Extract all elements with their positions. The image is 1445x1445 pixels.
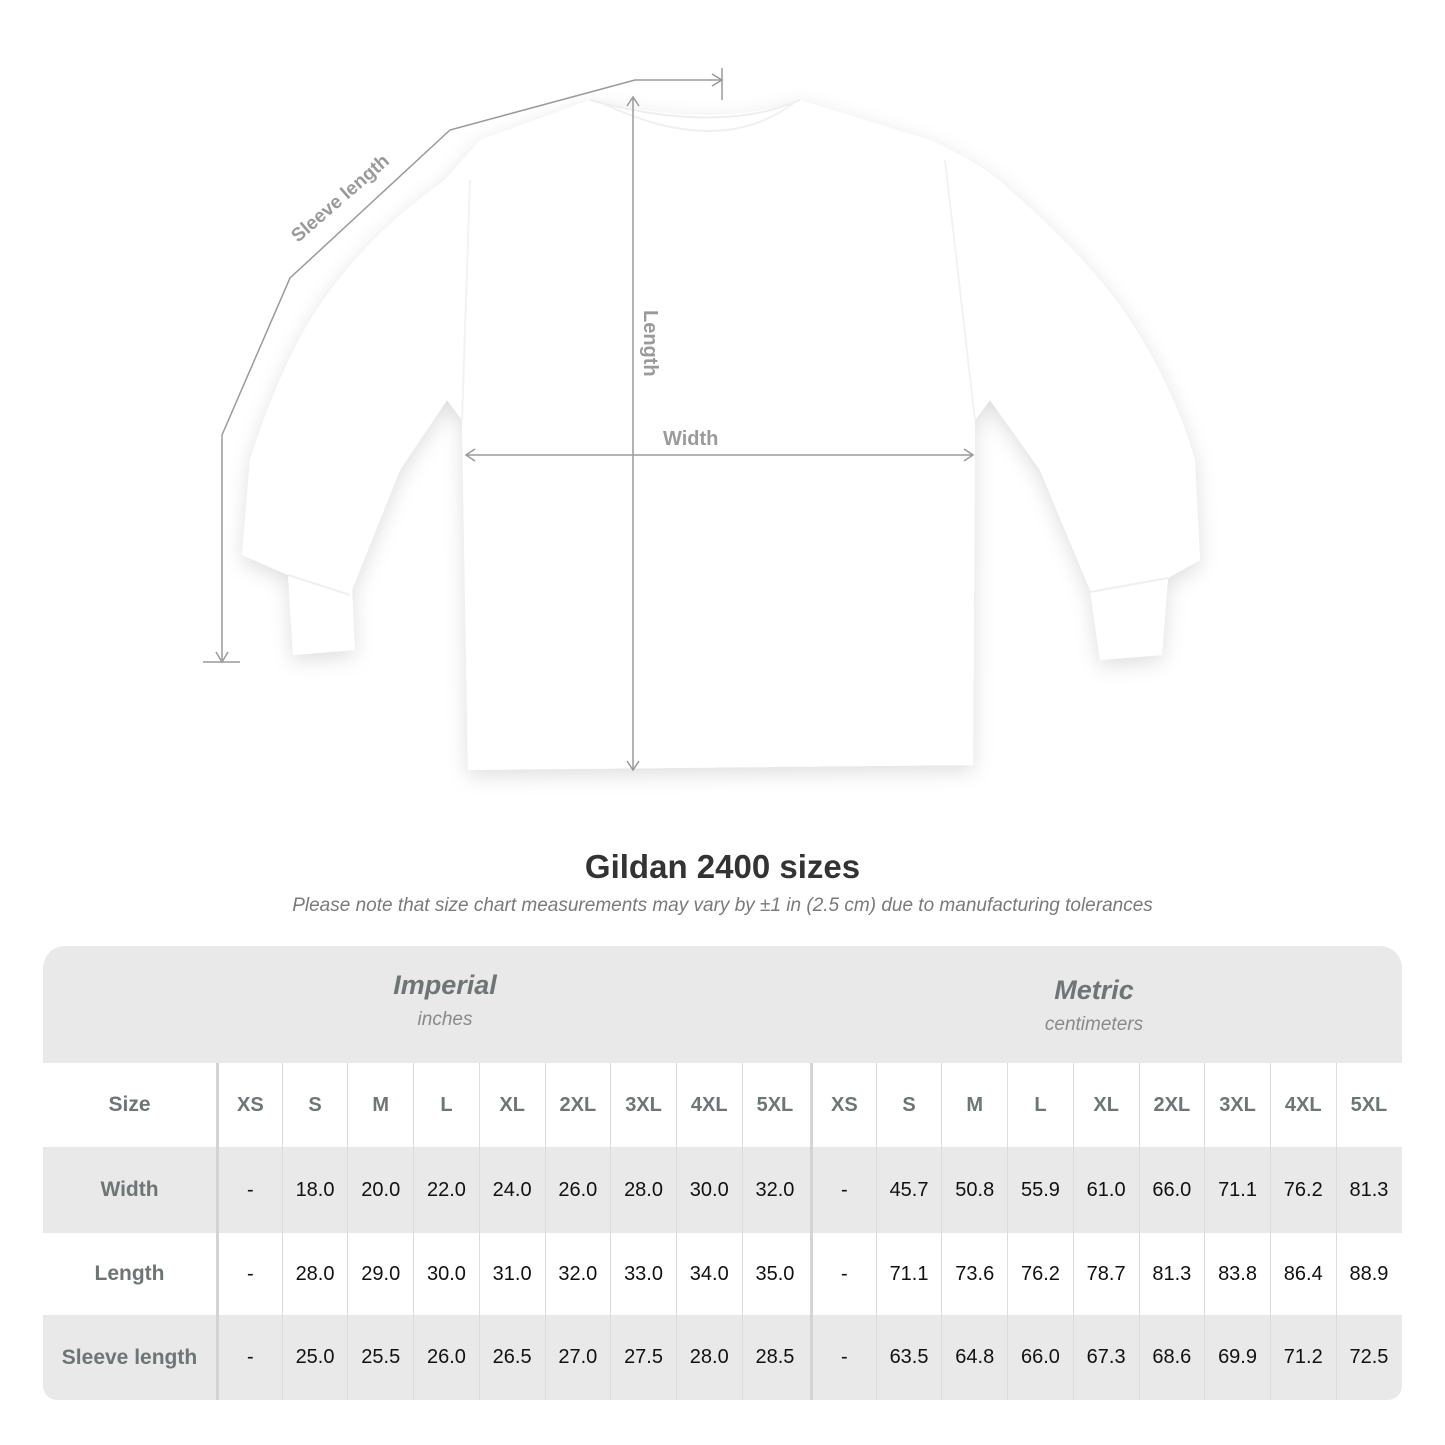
imperial-value-cell: 29.0 bbox=[347, 1233, 413, 1315]
metric-value-cell: 69.9 bbox=[1204, 1315, 1270, 1400]
table-header-band bbox=[43, 946, 1402, 1063]
imperial-size-header: 3XL bbox=[610, 1063, 676, 1147]
width-measure-arrow bbox=[464, 448, 975, 462]
imperial-value-cell: 28.0 bbox=[610, 1147, 676, 1233]
imperial-header: Imperial inches bbox=[245, 970, 645, 1031]
metric-value-cell: 63.5 bbox=[875, 1315, 942, 1400]
metric-value-cell: 64.8 bbox=[941, 1315, 1007, 1400]
metric-value-cell: 81.3 bbox=[1335, 1147, 1402, 1233]
imperial-value-cell: 26.0 bbox=[413, 1315, 479, 1400]
metric-value-cell: - bbox=[810, 1315, 876, 1400]
metric-value-cell: - bbox=[810, 1233, 876, 1315]
row-label: Length bbox=[94, 1262, 165, 1285]
metric-value-cell: 61.0 bbox=[1072, 1147, 1139, 1233]
metric-size-header: 4XL bbox=[1269, 1063, 1336, 1147]
metric-value-cell: 55.9 bbox=[1007, 1147, 1073, 1233]
metric-value-cell: 76.2 bbox=[1269, 1147, 1336, 1233]
imperial-value-cell: 24.0 bbox=[478, 1147, 545, 1233]
metric-size-header: 5XL bbox=[1335, 1063, 1402, 1147]
imperial-size-header: 5XL bbox=[741, 1063, 808, 1147]
metric-value-cell: 71.1 bbox=[1204, 1147, 1270, 1233]
metric-value-cell: 68.6 bbox=[1138, 1315, 1205, 1400]
size-header-row: Size XS XS S S M M L L XL XL 2XL 2XL 3XL 3XL 4XL 4XL 5XL 5… bbox=[43, 1063, 1402, 1147]
metric-title: Metric bbox=[1054, 975, 1134, 1005]
imperial-size-header: XS bbox=[216, 1063, 282, 1147]
imperial-value-cell: 31.0 bbox=[478, 1233, 545, 1315]
imperial-value-cell: 18.0 bbox=[281, 1147, 348, 1233]
metric-size-header: L bbox=[1007, 1063, 1073, 1147]
imperial-value-cell: 27.0 bbox=[544, 1315, 611, 1400]
metric-header: Metric centimeters bbox=[894, 975, 1294, 1036]
metric-size-header: XS bbox=[810, 1063, 876, 1147]
imperial-size-header: XL bbox=[478, 1063, 545, 1147]
imperial-value-cell: 34.0 bbox=[675, 1233, 742, 1315]
metric-value-cell: 66.0 bbox=[1138, 1147, 1205, 1233]
imperial-value-cell: 30.0 bbox=[413, 1233, 479, 1315]
row-label: Sleeve length bbox=[61, 1345, 198, 1369]
imperial-value-cell: 25.0 bbox=[281, 1315, 348, 1400]
sleeve-length-label: Sleeve length bbox=[288, 151, 394, 247]
imperial-value-cell: 33.0 bbox=[610, 1233, 676, 1315]
metric-size-header: M bbox=[941, 1063, 1007, 1147]
table-row: Width - -18.0 45.7 20.0 50.8 22.0 55.9 24.0 61.0 2… bbox=[43, 1147, 1402, 1233]
imperial-value-cell: 26.5 bbox=[478, 1315, 545, 1400]
metric-size-header: 2XL bbox=[1138, 1063, 1205, 1147]
metric-value-cell: 50.8 bbox=[941, 1147, 1007, 1233]
metric-value-cell: 88.9 bbox=[1335, 1233, 1402, 1315]
metric-value-cell: 71.1 bbox=[875, 1233, 942, 1315]
metric-size-header: 3XL bbox=[1204, 1063, 1270, 1147]
imperial-value-cell: - bbox=[216, 1233, 282, 1315]
imperial-value-cell: 27.5 bbox=[610, 1315, 676, 1400]
imperial-value-cell: 32.0 bbox=[544, 1233, 611, 1315]
metric-value-cell: 67.3 bbox=[1072, 1315, 1139, 1400]
length-label: Length bbox=[639, 310, 661, 377]
imperial-value-cell: 28.0 bbox=[675, 1315, 742, 1400]
long-sleeve-shirt bbox=[242, 100, 1200, 770]
table-row: Sleeve length - -25.0 63.5 25.5 64.8 26.0 66.0 2… bbox=[43, 1315, 1402, 1400]
imperial-size-header: L bbox=[413, 1063, 479, 1147]
imperial-value-cell: 35.0 bbox=[741, 1233, 808, 1315]
imperial-value-cell: 20.0 bbox=[347, 1147, 413, 1233]
imperial-value-cell: 30.0 bbox=[675, 1147, 742, 1233]
imperial-size-header: S bbox=[281, 1063, 348, 1147]
metric-size-header: XL bbox=[1072, 1063, 1139, 1147]
imperial-value-cell: 28.0 bbox=[281, 1233, 348, 1315]
metric-value-cell: 66.0 bbox=[1007, 1315, 1073, 1400]
row-label: Size bbox=[108, 1093, 151, 1116]
metric-value-cell: 86.4 bbox=[1269, 1233, 1336, 1315]
metric-unit: centimeters bbox=[1044, 1014, 1144, 1035]
imperial-title: Imperial bbox=[393, 970, 497, 1000]
table-row: Length - -28.0 71.1 29.0 73.6 30.0 76.2 31.0 78.7… bbox=[43, 1233, 1402, 1315]
imperial-value-cell: 32.0 bbox=[741, 1147, 808, 1233]
metric-value-cell: 71.2 bbox=[1269, 1315, 1336, 1400]
imperial-unit: inches bbox=[417, 1009, 473, 1030]
imperial-value-cell: - bbox=[216, 1315, 282, 1400]
metric-value-cell: 78.7 bbox=[1072, 1233, 1139, 1315]
row-label: Width bbox=[100, 1178, 159, 1201]
page-title: Gildan 2400 sizes bbox=[584, 848, 861, 885]
imperial-value-cell: 28.5 bbox=[741, 1315, 808, 1400]
width-label: Width bbox=[663, 428, 718, 450]
metric-value-cell: 81.3 bbox=[1138, 1233, 1205, 1315]
shirt-diagram: Sleeve length Length Width bbox=[203, 68, 1200, 772]
metric-value-cell: 73.6 bbox=[941, 1233, 1007, 1315]
metric-size-header: S bbox=[875, 1063, 942, 1147]
metric-value-cell: 83.8 bbox=[1204, 1233, 1270, 1315]
imperial-size-header: M bbox=[347, 1063, 413, 1147]
metric-value-cell: 76.2 bbox=[1007, 1233, 1073, 1315]
metric-value-cell: 45.7 bbox=[875, 1147, 942, 1233]
imperial-size-header: 2XL bbox=[544, 1063, 611, 1147]
metric-value-cell: 72.5 bbox=[1335, 1315, 1402, 1400]
tolerance-note: Please note that size chart measurements… bbox=[292, 895, 1153, 916]
imperial-value-cell: 25.5 bbox=[347, 1315, 413, 1400]
imperial-value-cell: - bbox=[216, 1147, 282, 1233]
length-measure-arrow bbox=[626, 95, 640, 772]
imperial-value-cell: 22.0 bbox=[413, 1147, 479, 1233]
imperial-size-header: 4XL bbox=[675, 1063, 742, 1147]
metric-value-cell: - bbox=[810, 1147, 876, 1233]
imperial-value-cell: 26.0 bbox=[544, 1147, 611, 1233]
sleeve-measure-line bbox=[203, 68, 724, 664]
